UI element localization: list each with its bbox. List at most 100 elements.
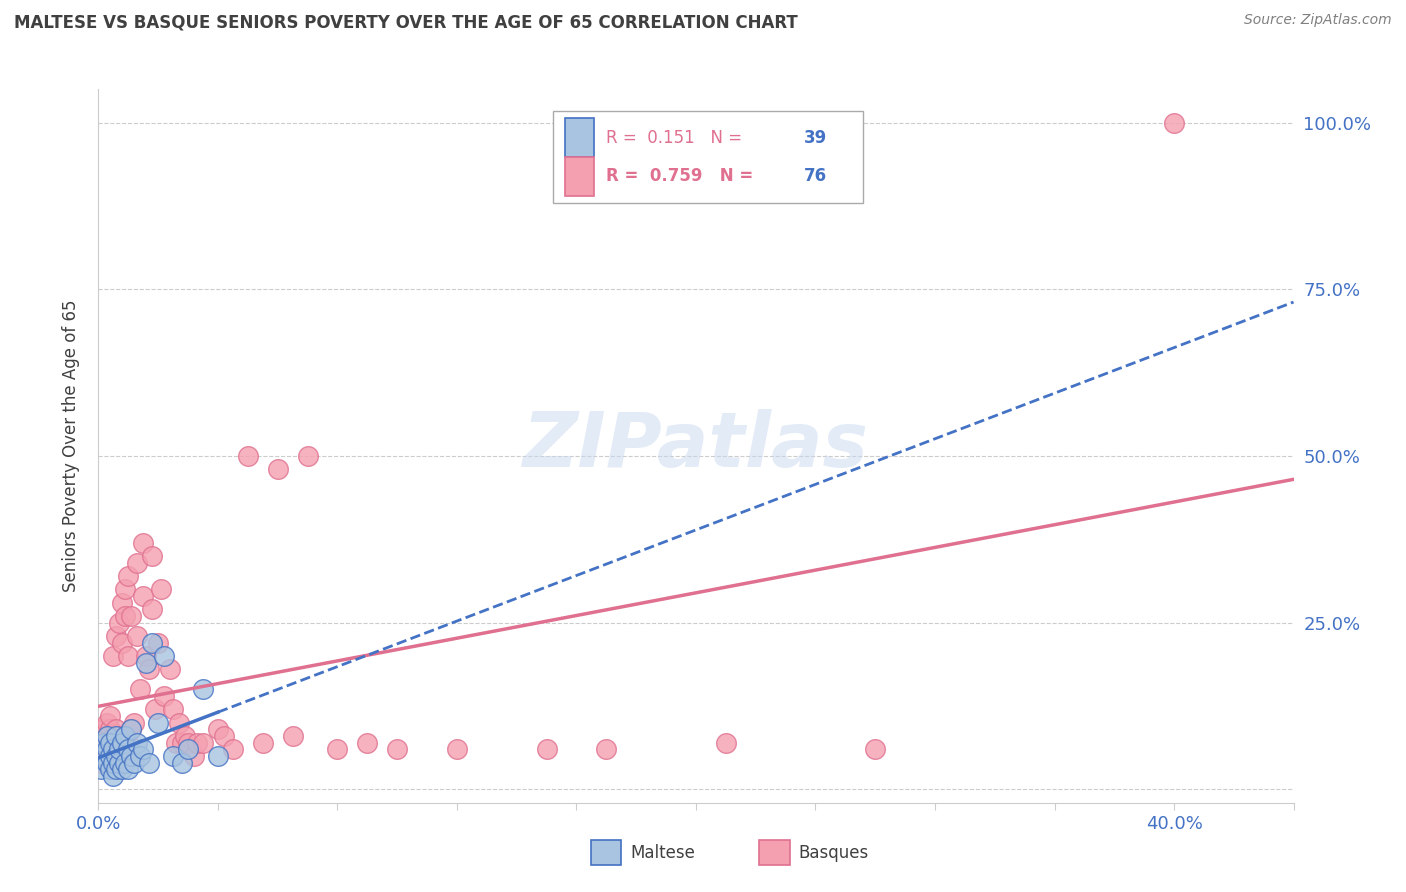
Point (1163, 115, 1185, 129)
Point (326, 742, 349, 756)
Point (96, 742, 118, 756)
Text: R =  0.759   N =: R = 0.759 N = (606, 168, 759, 186)
Text: ZIPatlas: ZIPatlas (523, 409, 869, 483)
Text: 39: 39 (804, 128, 827, 146)
Point (96, 729, 118, 743)
Point (103, 769, 125, 783)
Point (103, 756, 125, 770)
Point (138, 662, 160, 676)
Point (356, 736, 378, 750)
Point (120, 749, 142, 764)
Point (127, 629, 149, 643)
Point (143, 702, 166, 716)
Point (129, 749, 152, 764)
Point (96, 756, 118, 770)
Point (207, 749, 229, 764)
Point (96, 729, 118, 743)
Point (281, 729, 304, 743)
Point (135, 656, 157, 670)
Point (124, 756, 146, 770)
Point (105, 629, 128, 643)
Point (385, 742, 409, 756)
Point (132, 589, 155, 603)
Point (111, 736, 134, 750)
Point (111, 736, 134, 750)
Point (105, 723, 128, 737)
Point (536, 742, 558, 756)
Point (108, 756, 131, 770)
Point (132, 535, 155, 549)
Point (105, 736, 128, 750)
Point (90, 756, 112, 770)
Point (186, 736, 208, 750)
Point (111, 636, 134, 650)
Y-axis label: Seniors Poverty Over the Age of 65: Seniors Poverty Over the Age of 65 (62, 300, 80, 592)
Point (183, 749, 205, 764)
FancyBboxPatch shape (565, 157, 595, 196)
Point (148, 715, 170, 730)
Point (141, 602, 163, 616)
Point (162, 749, 184, 764)
Point (100, 736, 122, 750)
FancyBboxPatch shape (553, 111, 863, 203)
Point (127, 556, 149, 570)
Point (105, 749, 128, 764)
Point (159, 662, 181, 676)
Point (127, 736, 149, 750)
Point (114, 756, 136, 770)
Point (111, 596, 134, 610)
Point (93, 723, 115, 737)
Point (114, 729, 136, 743)
Point (111, 763, 134, 777)
Point (108, 742, 131, 756)
Text: Source: ZipAtlas.com: Source: ZipAtlas.com (1244, 13, 1392, 28)
Point (90, 742, 112, 756)
Point (105, 729, 128, 743)
Text: 76: 76 (804, 168, 827, 186)
Point (153, 649, 176, 664)
Point (105, 763, 128, 777)
Point (93, 736, 115, 750)
Point (297, 449, 319, 463)
Point (100, 749, 122, 764)
Point (150, 582, 173, 597)
Point (177, 736, 200, 750)
Point (141, 549, 163, 563)
Point (267, 462, 290, 476)
Point (114, 729, 136, 743)
Point (135, 649, 157, 664)
Point (138, 756, 160, 770)
Point (129, 682, 152, 697)
Point (595, 742, 617, 756)
Point (132, 742, 155, 756)
Text: R =  0.151   N =: R = 0.151 N = (606, 128, 748, 146)
Point (114, 582, 136, 597)
Point (103, 756, 125, 770)
Point (114, 609, 136, 624)
Point (165, 736, 187, 750)
Point (93, 749, 115, 764)
Point (141, 636, 163, 650)
Point (172, 756, 194, 770)
Point (191, 736, 214, 750)
Point (117, 649, 139, 664)
Point (108, 742, 131, 756)
Point (117, 763, 139, 777)
Point (96, 742, 118, 756)
Point (117, 569, 139, 583)
Point (117, 742, 139, 756)
Point (446, 742, 468, 756)
Point (105, 749, 128, 764)
Point (167, 715, 190, 730)
Point (120, 723, 142, 737)
Point (117, 736, 139, 750)
Text: Maltese: Maltese (630, 844, 695, 862)
Point (100, 723, 122, 737)
Text: MALTESE VS BASQUE SENIORS POVERTY OVER THE AGE OF 65 CORRELATION CHART: MALTESE VS BASQUE SENIORS POVERTY OVER T… (14, 13, 797, 31)
Point (120, 723, 142, 737)
Point (153, 689, 176, 703)
Point (212, 729, 235, 743)
Point (100, 736, 122, 750)
Point (177, 742, 200, 756)
Point (172, 736, 194, 750)
